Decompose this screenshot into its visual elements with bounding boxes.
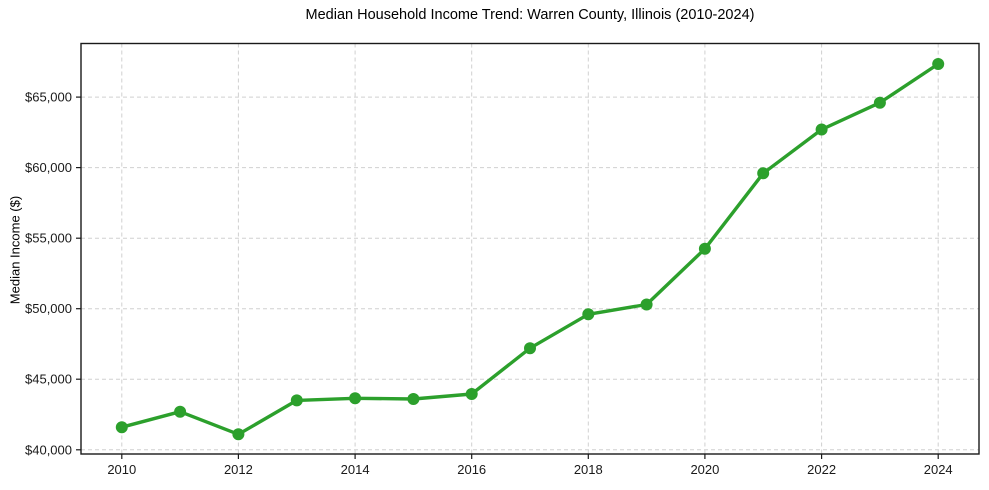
x-tick-label: 2022	[807, 462, 836, 477]
x-tick-label: 2010	[107, 462, 136, 477]
data-point-marker	[290, 394, 303, 407]
y-tick-label: $60,000	[25, 160, 72, 175]
data-point-marker	[115, 421, 128, 434]
data-point-marker	[640, 298, 653, 311]
data-point-marker	[932, 58, 945, 70]
x-tick-label: 2018	[574, 462, 603, 477]
data-point-marker	[698, 242, 711, 255]
data-point-marker	[232, 428, 245, 441]
y-tick-label: $50,000	[25, 301, 72, 316]
y-tick-label: $45,000	[25, 372, 72, 387]
data-point-marker	[873, 96, 886, 109]
x-tick-label: 2014	[341, 462, 370, 477]
y-tick-label: $55,000	[25, 231, 72, 246]
data-point-marker	[407, 393, 420, 405]
y-tick-label: $40,000	[25, 442, 72, 457]
x-tick-label: 2012	[224, 462, 253, 477]
y-tick-label: $65,000	[25, 90, 72, 105]
data-point-marker	[524, 342, 536, 355]
data-point-marker	[465, 388, 478, 400]
x-tick-label: 2024	[924, 462, 953, 477]
x-tick-label: 2016	[457, 462, 486, 477]
chart-title: Median Household Income Trend: Warren Co…	[305, 7, 755, 23]
x-tick-label: 2020	[690, 462, 719, 477]
data-point-marker	[815, 123, 828, 136]
data-point-marker	[349, 392, 362, 405]
plot-border	[80, 42, 980, 455]
data-point-marker	[582, 308, 595, 321]
data-point-marker	[757, 167, 770, 180]
data-point-marker	[174, 405, 187, 418]
